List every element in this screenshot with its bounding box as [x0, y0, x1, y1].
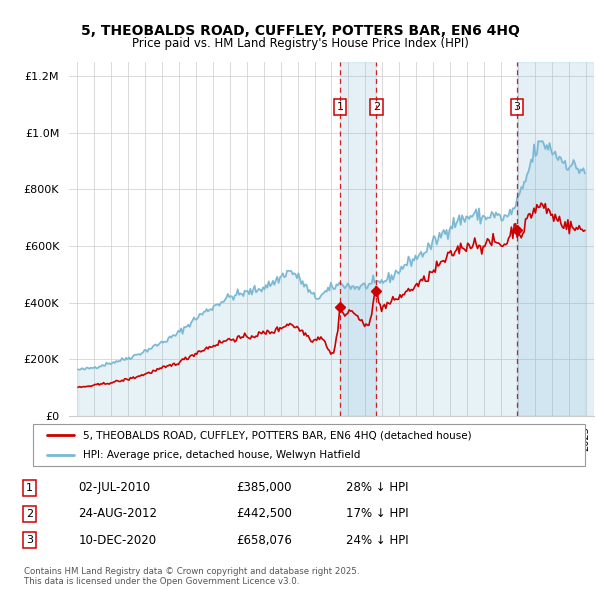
- Text: 2: 2: [26, 509, 33, 519]
- Text: £442,500: £442,500: [236, 507, 293, 520]
- Text: 5, THEOBALDS ROAD, CUFFLEY, POTTERS BAR, EN6 4HQ: 5, THEOBALDS ROAD, CUFFLEY, POTTERS BAR,…: [80, 24, 520, 38]
- Text: 24-AUG-2012: 24-AUG-2012: [78, 507, 157, 520]
- Text: 2: 2: [373, 102, 380, 112]
- Text: 1: 1: [337, 102, 343, 112]
- Text: 17% ↓ HPI: 17% ↓ HPI: [346, 507, 409, 520]
- Text: £658,076: £658,076: [236, 533, 293, 546]
- Text: 24% ↓ HPI: 24% ↓ HPI: [346, 533, 409, 546]
- Text: 3: 3: [26, 535, 33, 545]
- Text: HPI: Average price, detached house, Welwyn Hatfield: HPI: Average price, detached house, Welw…: [83, 450, 360, 460]
- Bar: [340, 62, 376, 416]
- Text: 10-DEC-2020: 10-DEC-2020: [78, 533, 157, 546]
- FancyBboxPatch shape: [33, 424, 585, 466]
- Text: 02-JUL-2010: 02-JUL-2010: [78, 481, 151, 494]
- Text: £385,000: £385,000: [236, 481, 292, 494]
- Bar: [517, 62, 594, 416]
- Text: 28% ↓ HPI: 28% ↓ HPI: [346, 481, 409, 494]
- Text: Price paid vs. HM Land Registry's House Price Index (HPI): Price paid vs. HM Land Registry's House …: [131, 37, 469, 50]
- Text: 1: 1: [26, 483, 33, 493]
- Text: 5, THEOBALDS ROAD, CUFFLEY, POTTERS BAR, EN6 4HQ (detached house): 5, THEOBALDS ROAD, CUFFLEY, POTTERS BAR,…: [83, 430, 472, 440]
- Text: 3: 3: [514, 102, 520, 112]
- Text: Contains HM Land Registry data © Crown copyright and database right 2025.
This d: Contains HM Land Registry data © Crown c…: [24, 567, 359, 586]
